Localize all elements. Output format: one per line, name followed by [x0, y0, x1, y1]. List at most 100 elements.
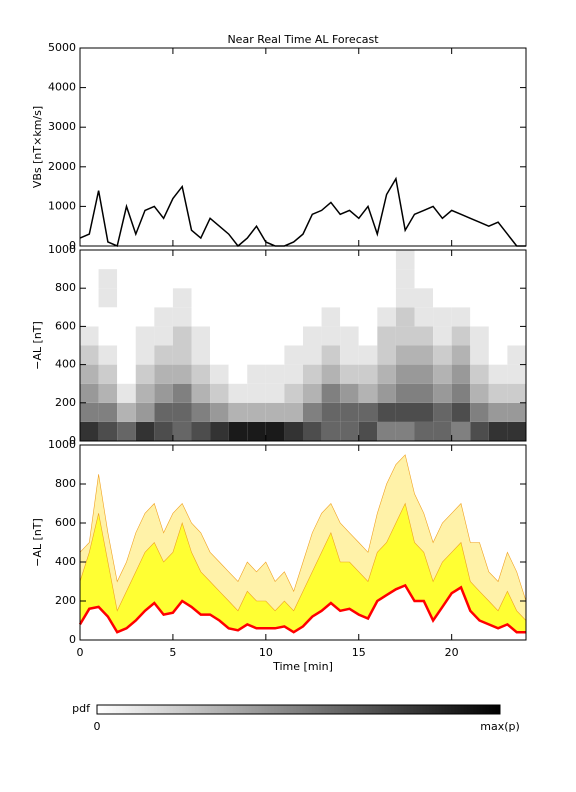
heat-cell: [154, 364, 173, 384]
heat-cell: [321, 288, 341, 308]
heat-cell: [80, 383, 99, 403]
heat-cell: [228, 326, 248, 346]
heat-cell: [154, 269, 173, 289]
heat-cell: [358, 345, 378, 365]
heat-cell: [117, 269, 136, 289]
heat-cell: [98, 421, 118, 441]
heat-cell: [191, 345, 211, 365]
heat-cell: [470, 269, 489, 289]
heat-cell: [303, 364, 322, 384]
heat-cell: [284, 326, 303, 346]
heat-cell: [191, 288, 211, 308]
heat-cell: [172, 288, 192, 308]
heat-cell: [414, 345, 434, 365]
heat-cell: [451, 326, 471, 346]
heat-cell: [135, 250, 155, 270]
y-axis-label: VBs [nT×km/s]: [31, 106, 44, 188]
y-tick-label: 4000: [48, 81, 76, 94]
heat-cell: [377, 402, 396, 422]
heat-cell: [265, 288, 285, 308]
heat-cell: [488, 250, 508, 270]
heat-cell: [284, 269, 303, 289]
heat-cell: [135, 269, 155, 289]
heat-cell: [433, 421, 452, 441]
heat-cell: [210, 421, 229, 441]
y-tick-label: 5000: [48, 41, 76, 54]
heat-cell: [228, 288, 248, 308]
y-tick-label: 800: [55, 477, 76, 490]
heat-cell: [80, 307, 99, 327]
heat-cell: [303, 402, 322, 422]
heat-cell: [358, 288, 378, 308]
heat-cell: [451, 402, 471, 422]
heat-cell: [247, 269, 266, 289]
heat-cell: [488, 383, 508, 403]
heat-cell: [507, 421, 526, 441]
heat-cell: [228, 402, 248, 422]
heat-cell: [470, 421, 489, 441]
heat-cell: [265, 421, 285, 441]
heat-cell: [135, 326, 155, 346]
heat-cell: [172, 402, 192, 422]
heat-cell: [507, 383, 526, 403]
heat-cell: [98, 345, 118, 365]
heat-cell: [377, 364, 396, 384]
y-tick-label: 400: [55, 358, 76, 371]
heat-cell: [488, 421, 508, 441]
heat-cell: [488, 326, 508, 346]
colorbar-min-label: 0: [94, 720, 101, 733]
heat-cell: [135, 288, 155, 308]
heat-cell: [395, 383, 415, 403]
heat-cell: [80, 364, 99, 384]
heat-cell: [303, 250, 322, 270]
heat-cell: [395, 288, 415, 308]
heat-cell: [507, 402, 526, 422]
heat-cell: [135, 402, 155, 422]
heat-cell: [247, 307, 266, 327]
heat-cell: [395, 364, 415, 384]
heat-cell: [507, 326, 526, 346]
heat-cell: [433, 345, 452, 365]
heat-cell: [284, 250, 303, 270]
heat-cell: [191, 364, 211, 384]
heat-cell: [470, 364, 489, 384]
heat-cell: [340, 250, 359, 270]
heat-cell: [395, 421, 415, 441]
x-axis-label: Time [min]: [272, 660, 333, 673]
heat-cell: [395, 250, 415, 270]
heat-cell: [303, 307, 322, 327]
heat-cell: [451, 269, 471, 289]
y-tick-label: 600: [55, 516, 76, 529]
heat-cell: [470, 307, 489, 327]
heat-cell: [433, 269, 452, 289]
heat-cell: [377, 269, 396, 289]
heat-cell: [98, 288, 118, 308]
heat-cell: [117, 345, 136, 365]
heat-cell: [172, 364, 192, 384]
heat-cell: [340, 326, 359, 346]
y-tick-label: 800: [55, 281, 76, 294]
heat-cell: [80, 288, 99, 308]
heat-cell: [117, 421, 136, 441]
heat-cell: [265, 402, 285, 422]
heat-cell: [135, 307, 155, 327]
y-tick-label: 3000: [48, 120, 76, 133]
y-tick-label: 600: [55, 319, 76, 332]
heat-cell: [228, 383, 248, 403]
heat-cell: [433, 383, 452, 403]
heat-cell: [321, 269, 341, 289]
heat-cell: [358, 402, 378, 422]
heat-cell: [470, 345, 489, 365]
heat-cell: [284, 383, 303, 403]
heat-cell: [507, 269, 526, 289]
heat-cell: [414, 250, 434, 270]
heat-cell: [433, 250, 452, 270]
heat-cell: [507, 364, 526, 384]
heat-cell: [117, 288, 136, 308]
heat-cell: [154, 402, 173, 422]
y-tick-label: 0: [69, 239, 76, 252]
heat-cell: [98, 326, 118, 346]
heat-cell: [210, 307, 229, 327]
y-tick-label: 200: [55, 594, 76, 607]
heat-cell: [507, 250, 526, 270]
